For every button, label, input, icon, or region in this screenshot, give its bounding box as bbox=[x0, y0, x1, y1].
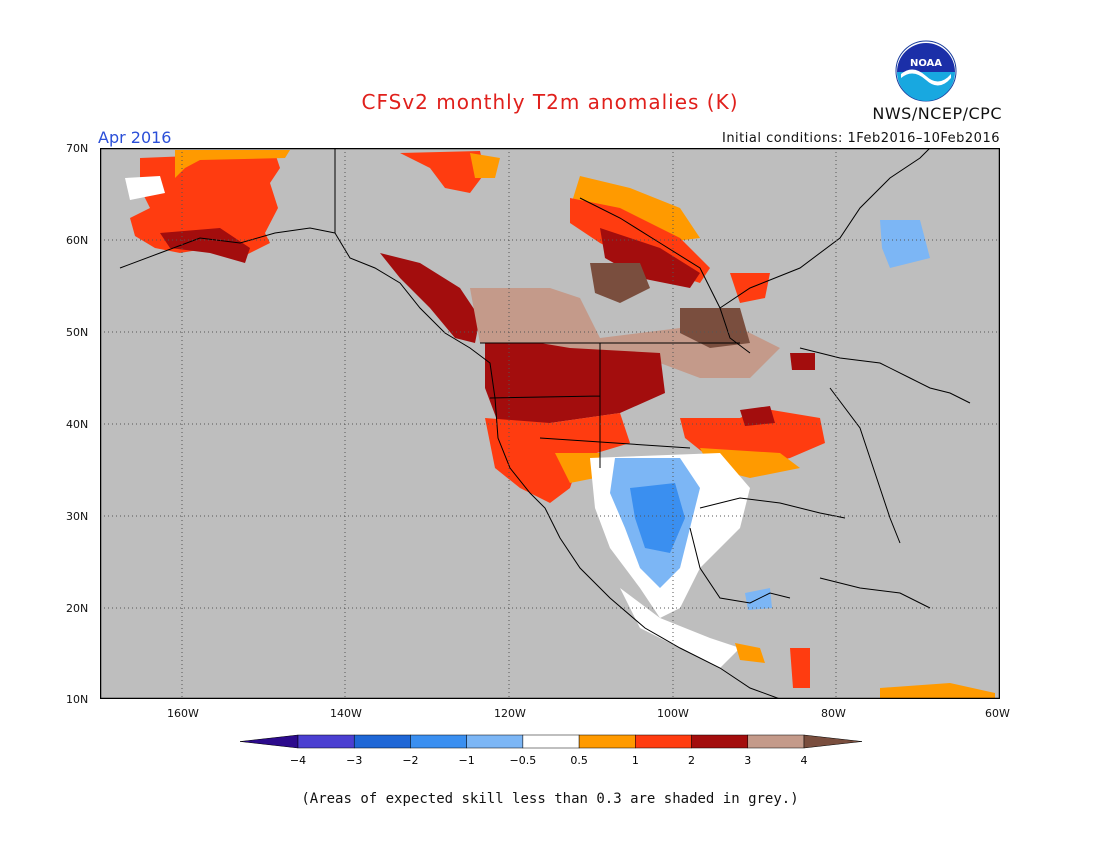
valid-month: Apr 2016 bbox=[98, 128, 172, 147]
lat-label: 20N bbox=[66, 602, 89, 615]
region-mexico-white bbox=[620, 588, 740, 668]
coastlines bbox=[119, 148, 971, 699]
colorbar-tick-label: 4 bbox=[801, 754, 808, 767]
noaa-logo-icon: NOAA bbox=[895, 40, 957, 102]
region-beaufort-warm bbox=[400, 151, 485, 193]
colorbar-tick-label: −2 bbox=[402, 754, 418, 767]
region-hudson-darkred bbox=[600, 228, 700, 288]
colorbar-swatch bbox=[410, 734, 467, 749]
colorbar-swatch bbox=[466, 734, 524, 749]
region-ohio-darkred bbox=[740, 406, 775, 426]
lat-label: 60N bbox=[66, 234, 89, 247]
skill-note: (Areas of expected skill less than 0.3 a… bbox=[301, 791, 799, 807]
region-labrador-cool bbox=[880, 220, 930, 268]
lat-label: 30N bbox=[66, 510, 89, 523]
region-canada-brown-west bbox=[590, 263, 650, 303]
colorbar-swatch bbox=[691, 734, 749, 749]
region-alaska-warm bbox=[130, 153, 280, 258]
colorbar-swatch bbox=[353, 734, 411, 749]
colorbar-swatch bbox=[803, 734, 862, 749]
colorbar-tick-label: −3 bbox=[346, 754, 362, 767]
region-bcoast-darkred bbox=[380, 253, 480, 343]
colorbar-swatch bbox=[240, 734, 299, 749]
colorbar-swatch bbox=[578, 734, 636, 749]
region-alaska-white bbox=[125, 176, 165, 200]
anomaly-map bbox=[100, 148, 1000, 699]
initial-conditions: Initial conditions: 1Feb2016–10Feb2016 bbox=[721, 131, 1000, 146]
lat-label: 50N bbox=[66, 326, 89, 339]
colorbar-swatch bbox=[635, 734, 692, 749]
region-caribbean-orange bbox=[880, 683, 995, 699]
colorbar-swatch bbox=[747, 734, 805, 749]
lon-label: 120W bbox=[494, 707, 526, 720]
region-alaska-orange bbox=[175, 150, 290, 178]
colorbar-tick-label: −1 bbox=[459, 754, 475, 767]
region-nwus-darkred bbox=[485, 343, 665, 428]
map-title: CFSv2 monthly T2m anomalies (K) bbox=[361, 90, 739, 114]
region-beaufort-orange bbox=[470, 153, 500, 178]
region-texas-blue bbox=[630, 483, 685, 553]
colorbar-tick-label: −4 bbox=[290, 754, 306, 767]
map-frame bbox=[100, 148, 1000, 699]
colorbar-tick-label: 2 bbox=[688, 754, 695, 767]
colorbar: −4 −3 −2 −1 −0.5 0.5 1 2 3 4 bbox=[240, 734, 862, 767]
colorbar-tick-label: 0.5 bbox=[570, 754, 588, 767]
region-centralamerica-orange bbox=[735, 643, 765, 663]
colorbar-tick-label: 1 bbox=[632, 754, 639, 767]
region-canada-brown-east bbox=[680, 308, 750, 348]
lon-label: 140W bbox=[330, 707, 362, 720]
lon-label: 80W bbox=[821, 707, 846, 720]
colorbar-tick-label: 3 bbox=[744, 754, 751, 767]
region-swus-orange bbox=[555, 453, 600, 483]
lat-label: 70N bbox=[66, 142, 89, 155]
region-honduras-warm bbox=[790, 648, 810, 688]
lon-label: 60W bbox=[985, 707, 1010, 720]
colorbar-swatch bbox=[297, 734, 355, 749]
logo-text: NOAA bbox=[910, 58, 942, 69]
lon-label: 100W bbox=[657, 707, 689, 720]
colorbar-swatch bbox=[522, 734, 580, 749]
anomaly-regions bbox=[125, 150, 995, 699]
lat-label: 10N bbox=[66, 693, 89, 706]
colorbar-tick-label: −0.5 bbox=[510, 754, 537, 767]
agency-label: NWS/NCEP/CPC bbox=[872, 104, 1002, 123]
region-greatlakes-darkred bbox=[790, 353, 815, 370]
lat-label: 40N bbox=[66, 418, 89, 431]
region-canada-tan bbox=[470, 288, 780, 378]
lon-label: 160W bbox=[167, 707, 199, 720]
